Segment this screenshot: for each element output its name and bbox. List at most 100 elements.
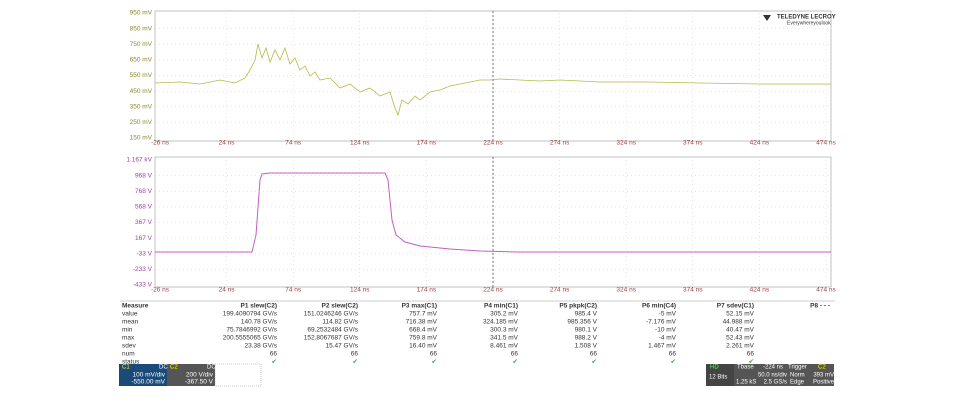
- y-label: 367 V: [135, 219, 153, 226]
- table-cell: 15.47 GV/s: [325, 343, 358, 350]
- table-cell: ✔: [432, 359, 438, 366]
- trace-c2: [155, 172, 831, 253]
- table-cell: max: [122, 335, 135, 342]
- x-label: 274 ns: [550, 287, 570, 294]
- x-label: 274 ns: [550, 140, 570, 147]
- table-cell: 44.988 mV: [723, 319, 755, 326]
- c1-box: [119, 364, 167, 386]
- x-label: 374 ns: [683, 140, 703, 147]
- table-cell: -5 mV: [659, 311, 677, 318]
- y-label: 550 mV: [130, 72, 153, 79]
- acq-slope: Positive: [813, 380, 835, 386]
- empty-box: [214, 363, 262, 387]
- acq-bits: 12 Bits: [709, 375, 727, 381]
- table-cell: ✔: [353, 359, 359, 366]
- x-label: 424 ns: [750, 140, 770, 147]
- table-cell: sdev: [122, 343, 136, 350]
- y-label: 350 mV: [130, 103, 153, 110]
- acq-trigger-mode: Norm: [790, 373, 805, 379]
- table-cell: 52.43 mV: [726, 335, 754, 342]
- timebase-box: [734, 364, 834, 386]
- table-cell: 114.82 GV/s: [322, 319, 358, 326]
- table-cell: 8.461 mV: [490, 343, 518, 350]
- table-cell: num: [122, 351, 135, 358]
- table-cell: 305.2 mV: [490, 311, 518, 318]
- acq-tbase-label: Tbase: [737, 365, 754, 371]
- table-header: P5 pkpk(C2): [559, 303, 597, 310]
- table-cell: ✔: [592, 359, 598, 366]
- acq-trigger-label: Trigger: [788, 365, 807, 371]
- table-cell: 341.5 mV: [490, 335, 518, 342]
- table-cell: 200.5555065 GV/s: [223, 335, 278, 342]
- table-cell: 1.467 mV: [648, 343, 676, 350]
- channel-coupling: DC: [207, 365, 216, 371]
- channel-scale: 100 mV/div: [132, 372, 165, 379]
- table-cell: min: [122, 327, 133, 334]
- table-cell: 16.40 mV: [409, 343, 437, 350]
- x-label: 24 ns: [219, 140, 236, 147]
- table-cell: 668.4 mV: [409, 327, 437, 334]
- y-label: 950 mV: [130, 10, 153, 17]
- acq-samples: 1.25 kS: [736, 380, 756, 386]
- y-label: 150 mV: [130, 135, 153, 142]
- acq-tbase: -224 ns: [763, 365, 783, 371]
- table-header: P1 slew(C2): [241, 303, 278, 310]
- table-header: Measure: [122, 303, 149, 310]
- y-label: 450 mV: [130, 88, 153, 95]
- acq-time-div: 50.0 ns/div: [758, 373, 787, 379]
- table-cell: 2.261 mV: [726, 343, 754, 350]
- table-cell: 66: [747, 351, 755, 358]
- x-label: 224 ns: [483, 287, 503, 294]
- y-label: -233 V: [133, 266, 153, 273]
- x-label: 124 ns: [350, 140, 370, 147]
- table-cell: 52.15 mV: [726, 311, 754, 318]
- table-cell: 66: [430, 351, 438, 358]
- x-label: 174 ns: [417, 287, 437, 294]
- channel-name: C2: [170, 365, 178, 371]
- table-cell: -7.176 mV: [646, 319, 677, 326]
- acq-mode: HD: [710, 365, 719, 371]
- table-cell: 300.3 mV: [490, 327, 518, 334]
- x-label: 24 ns: [219, 287, 236, 294]
- channel-name: C1: [122, 365, 130, 371]
- table-header: P3 max(C1): [402, 303, 437, 310]
- table-cell: 151.0246246 GV/s: [304, 311, 359, 318]
- acq-trigger-level: 393 mV: [813, 373, 834, 379]
- channel-coupling: DC: [159, 365, 168, 371]
- table-cell: 985.4 V: [575, 311, 598, 318]
- table-header: P4 min(C1): [484, 303, 518, 310]
- x-label: 374 ns: [683, 287, 703, 294]
- c2-box: [167, 364, 215, 386]
- y-label: 1.167 kV: [126, 157, 152, 164]
- x-label: -26 ns: [151, 287, 170, 294]
- table-cell: ✔: [749, 359, 755, 366]
- x-label: 324 ns: [616, 140, 636, 147]
- table-cell: 985.356 V: [567, 319, 597, 326]
- table-cell: 40.47 mV: [726, 327, 754, 334]
- x-label: 124 ns: [350, 287, 370, 294]
- y-label: 850 mV: [130, 25, 153, 32]
- table-cell: 66: [270, 351, 278, 358]
- y-label: 768 V: [135, 188, 153, 195]
- table-cell: 980.1 V: [575, 327, 598, 334]
- table-cell: 716.38 mV: [406, 319, 438, 326]
- x-label: 474 ns: [816, 140, 836, 147]
- x-label: 174 ns: [417, 140, 437, 147]
- table-header: P6 min(C4): [642, 303, 676, 310]
- table-cell: status: [122, 359, 140, 366]
- table-header: P8 - - -: [810, 303, 830, 310]
- y-label: -33 V: [136, 250, 152, 257]
- table-cell: 66: [669, 351, 677, 358]
- table-cell: -10 mV: [655, 327, 677, 334]
- channel-offset: -367.50 V: [185, 379, 214, 386]
- channel-scale: 200 V/div: [186, 372, 214, 379]
- table-cell: ✔: [513, 359, 519, 366]
- acq-trigger-channel: C2: [818, 365, 826, 371]
- logo-brand: TELEDYNE LECROY: [777, 15, 836, 21]
- y-label: 250 mV: [130, 119, 153, 126]
- table-cell: -4 mV: [659, 335, 677, 342]
- x-label: 74 ns: [285, 287, 302, 294]
- hd-box: [706, 364, 734, 386]
- y-label: 968 V: [135, 172, 153, 179]
- y-label: 650 mV: [130, 57, 153, 64]
